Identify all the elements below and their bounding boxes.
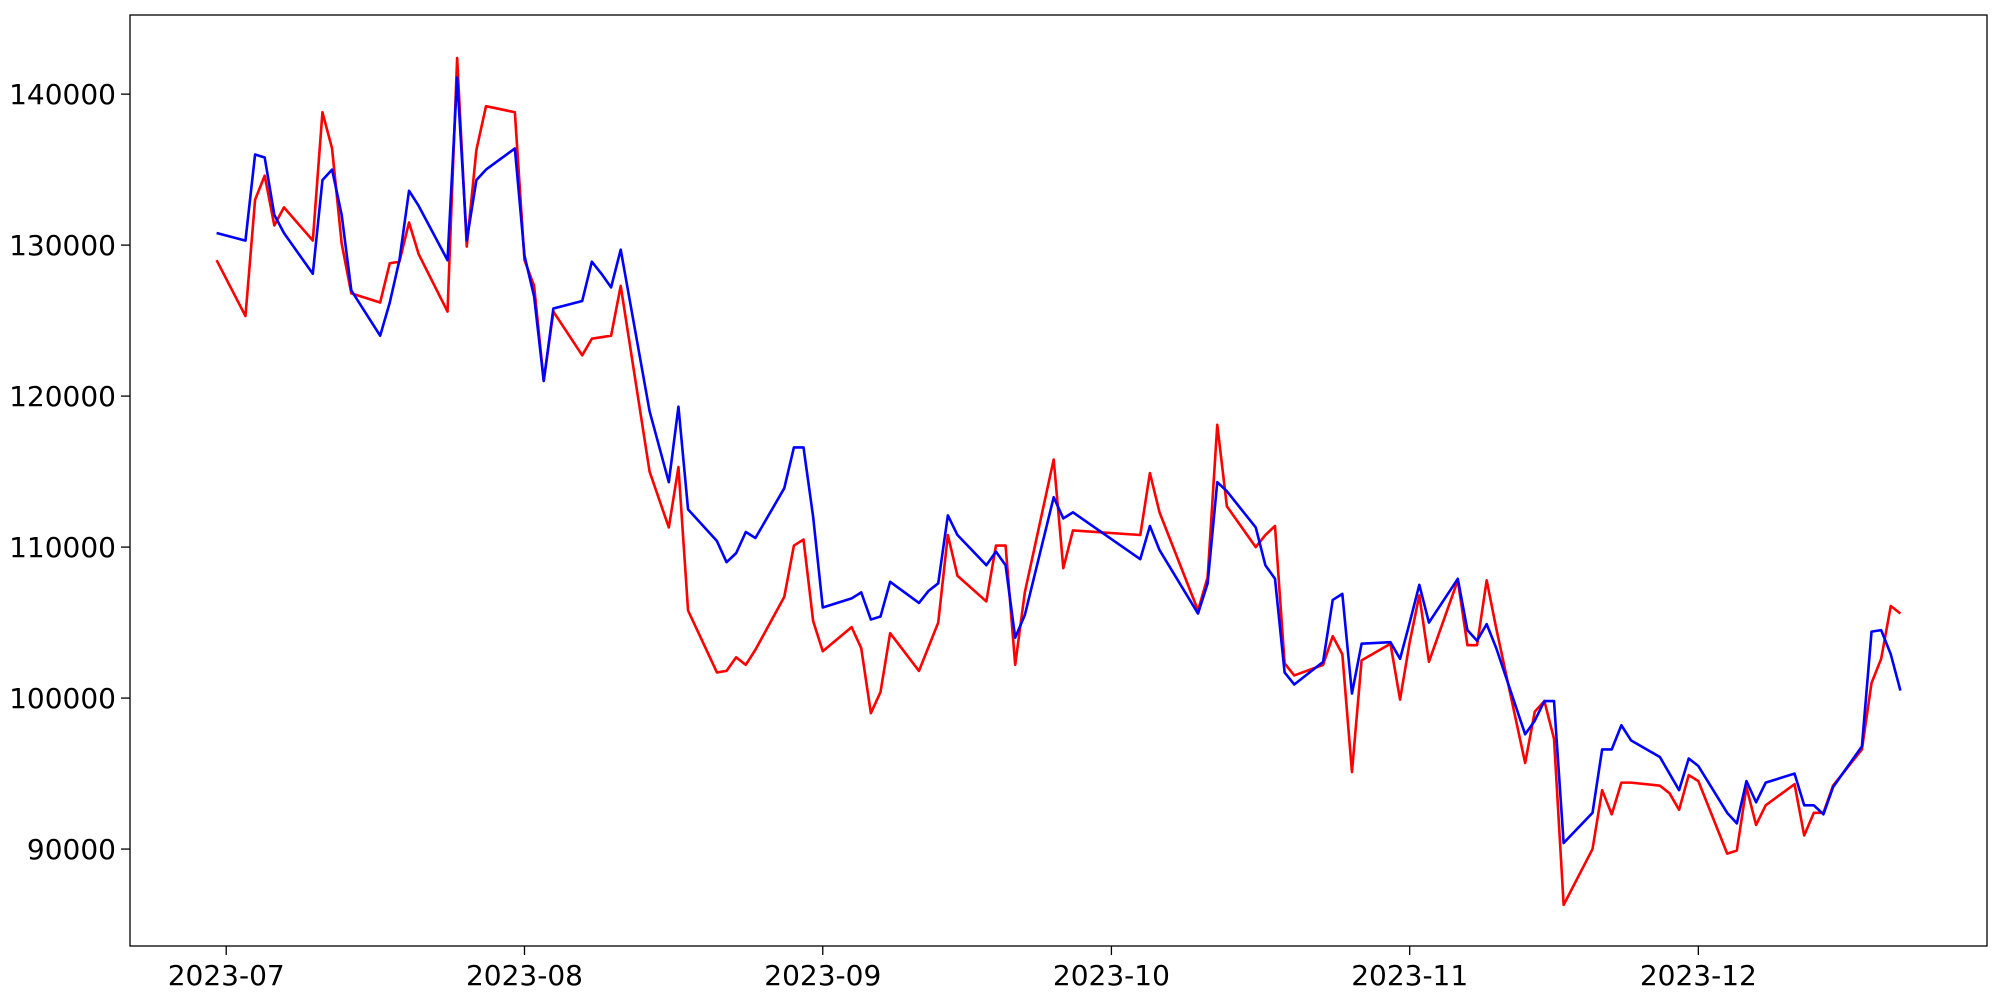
y-tick-label: 140000	[9, 78, 116, 111]
x-tick-label: 2023-11	[1351, 959, 1468, 992]
y-tick-label: 90000	[27, 833, 116, 866]
plot-frame	[129, 14, 1988, 947]
y-tick-label: 130000	[9, 229, 116, 262]
x-tick-label: 2023-12	[1640, 959, 1757, 992]
series-line	[215, 56, 1902, 907]
y-tick-label: 100000	[9, 682, 116, 715]
x-tick-label: 2023-09	[764, 959, 881, 992]
x-tick-label: 2023-07	[168, 959, 285, 992]
x-tick-label: 2023-08	[466, 959, 583, 992]
x-tick-label: 2023-10	[1053, 959, 1170, 992]
y-tick-label: 120000	[9, 380, 116, 413]
series-line	[216, 76, 1902, 845]
y-tick-label: 110000	[9, 531, 116, 564]
